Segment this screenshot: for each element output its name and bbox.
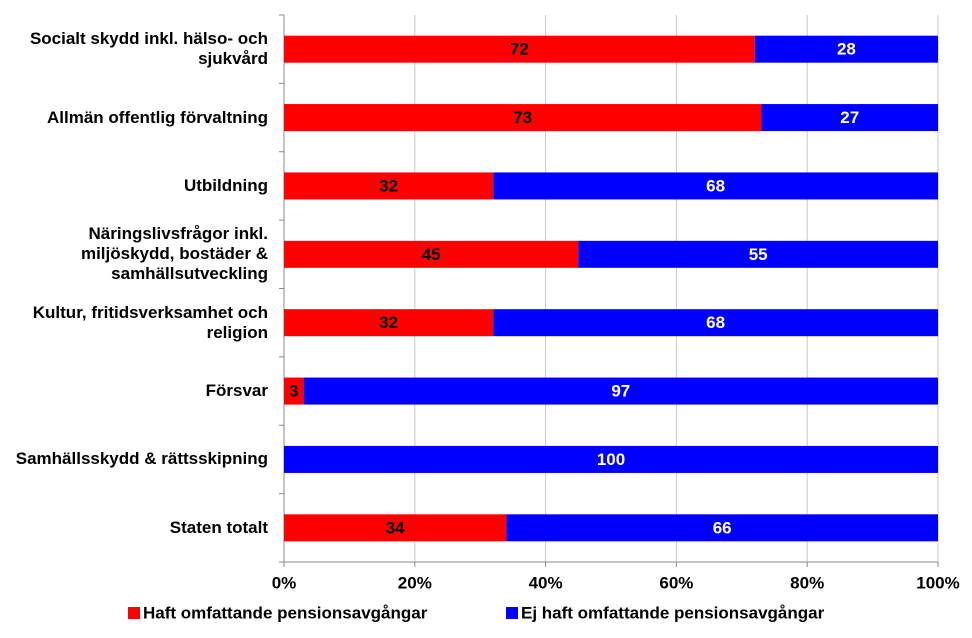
x-tick-label: 60% — [659, 573, 693, 592]
data-label: 68 — [706, 176, 725, 195]
bar-segment — [284, 240, 579, 268]
legend-label: Ej haft omfattande pensionsavgångar — [521, 603, 825, 622]
y-tick-label: Socialt skydd inkl. hälso- och sjukvård — [29, 29, 268, 69]
x-tick-label: 0% — [272, 573, 297, 592]
bar-segment — [284, 514, 507, 542]
bar-segment — [284, 377, 304, 405]
bar-segment — [493, 172, 938, 200]
x-tick-label: 100% — [916, 573, 959, 592]
data-label: 55 — [749, 245, 768, 264]
x-tick-label: 40% — [529, 573, 563, 592]
legend-swatch — [128, 607, 140, 619]
legend-swatch — [506, 607, 518, 619]
legend-label: Haft omfattande pensionsavgångar — [143, 603, 428, 622]
data-label: 66 — [713, 518, 732, 537]
data-label: 73 — [513, 108, 532, 127]
data-label: 32 — [379, 176, 398, 195]
bar-segment — [284, 445, 938, 473]
bar-segment — [761, 104, 938, 132]
x-tick-label: 80% — [790, 573, 824, 592]
data-label: 32 — [379, 313, 398, 332]
data-label: 97 — [611, 382, 630, 401]
bar-segment — [493, 309, 938, 337]
data-label: 68 — [706, 313, 725, 332]
bar-segment — [284, 104, 762, 132]
data-label: 34 — [386, 518, 405, 537]
x-tick-label: 20% — [398, 573, 432, 592]
y-tick-label: Samhällsskydd & rättsskipning — [15, 449, 268, 469]
y-tick-label: Utbildning — [183, 175, 268, 195]
bar-segment — [284, 172, 494, 200]
y-tick-label: Kultur, fritidsverksamhet och religion — [32, 302, 268, 342]
y-tick-label: Staten totalt — [169, 517, 268, 537]
y-tick-label: Försvar — [205, 381, 268, 401]
y-tick-label: Näringslivsfrågor inkl. miljöskydd, bost… — [80, 224, 268, 284]
data-label: 45 — [422, 245, 441, 264]
bar-segment — [578, 240, 938, 268]
bar-segment — [754, 35, 938, 63]
data-label: 27 — [840, 108, 859, 127]
data-label: 3 — [289, 382, 298, 401]
data-label: 72 — [510, 40, 529, 59]
bar-segment — [303, 377, 938, 405]
bar-segment — [506, 514, 938, 542]
y-tick-label: Allmän offentlig förvaltning — [47, 107, 268, 127]
data-label: 100 — [597, 450, 625, 469]
bar-segment — [284, 35, 755, 63]
bar-segment — [284, 309, 494, 337]
data-label: 28 — [837, 40, 856, 59]
